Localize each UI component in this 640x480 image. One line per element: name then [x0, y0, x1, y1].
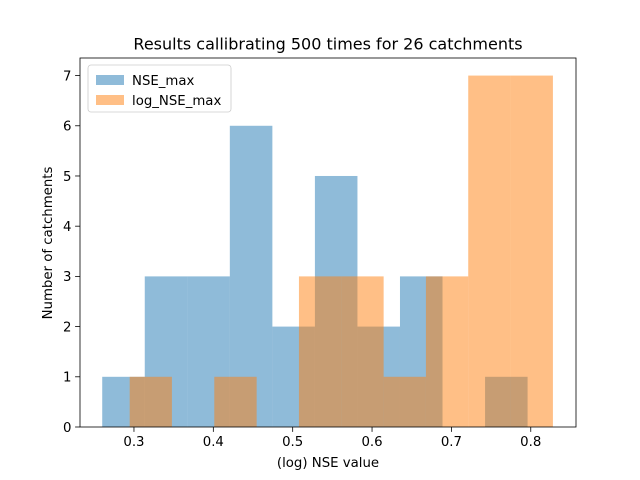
bar-log-nse-max-7 [425, 276, 469, 427]
y-tick-label: 0 [63, 421, 71, 436]
x-tick-label: 0.3 [123, 435, 144, 450]
axes-layer: 0.3 0.4 0.5 0.6 0.7 0.8 0 1 2 3 4 5 6 7 [63, 57, 577, 450]
legend-label: log_NSE_max [132, 94, 221, 109]
y-tick-label: 5 [63, 170, 71, 185]
y-tick-label: 2 [63, 320, 71, 335]
bar-log-nse-max-0 [129, 376, 172, 427]
y-axis-title: Number of catchments [41, 167, 56, 320]
x-axis-title: (log) NSE value [277, 456, 379, 471]
bar-log-nse-max-9 [510, 75, 553, 427]
legend-label: NSE_max [132, 74, 195, 89]
y-tick-label: 1 [63, 371, 71, 386]
legend-swatch [96, 75, 124, 85]
bar-log-nse-max-6 [383, 376, 426, 427]
legend-swatch [96, 95, 124, 105]
bar-nse-max-3 [229, 125, 273, 427]
y-tick-label: 6 [63, 120, 71, 135]
bars-layer [102, 75, 553, 427]
x-tick-label: 0.8 [520, 435, 541, 450]
bar-log-nse-max-5 [341, 276, 384, 427]
x-tick-label: 0.5 [282, 435, 303, 450]
y-tick-label: 3 [63, 270, 71, 285]
bar-log-nse-max-2 [214, 376, 257, 427]
legend: NSE_max log_NSE_max [87, 64, 232, 113]
bar-log-nse-max-4 [298, 276, 342, 427]
plot-frame [79, 57, 577, 428]
y-tick-label: 4 [63, 220, 71, 235]
chart-title: Results callibrating 500 times for 26 ca… [133, 35, 522, 54]
y-tick-label: 7 [63, 69, 71, 84]
x-tick-label: 0.6 [361, 435, 382, 450]
x-tick-label: 0.4 [203, 435, 224, 450]
bar-log-nse-max-8 [468, 75, 511, 427]
x-tick-label: 0.7 [441, 435, 462, 450]
